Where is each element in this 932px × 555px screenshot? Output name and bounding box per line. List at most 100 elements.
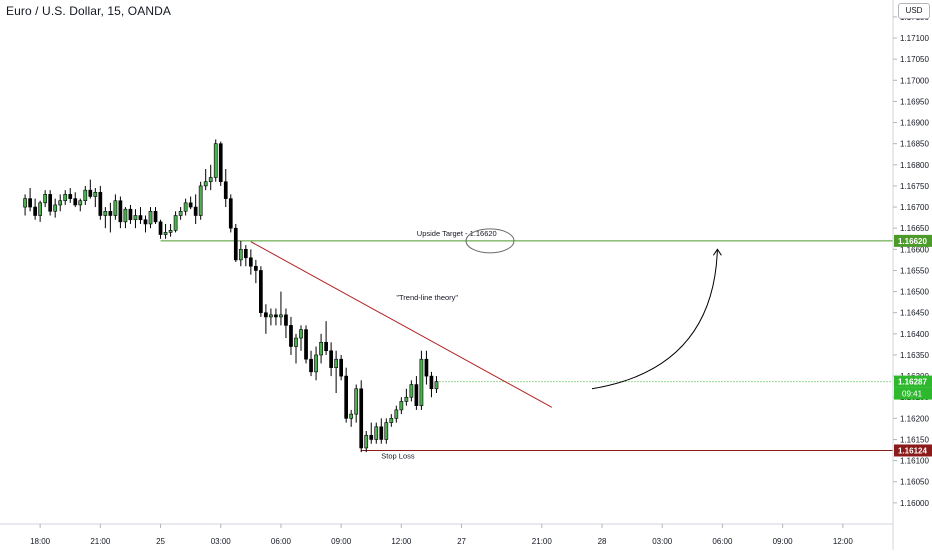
x-tick-label: 25	[156, 537, 165, 546]
candle-body	[228, 198, 233, 229]
candle-body	[58, 200, 63, 206]
candle-up	[78, 198, 83, 212]
currency-selector[interactable]: USD	[898, 3, 930, 19]
candle-down	[138, 207, 143, 224]
candle-down	[158, 219, 163, 239]
candle-down	[98, 185, 103, 220]
y-tick-label: 1.17050	[900, 55, 929, 64]
candle-up	[168, 223, 173, 237]
candle-body	[419, 358, 424, 406]
candle-body	[208, 177, 213, 183]
candle-down	[369, 422, 374, 444]
candle-up	[419, 350, 424, 410]
candle-down	[153, 207, 158, 224]
candle-down	[73, 192, 78, 208]
trendline	[250, 241, 553, 408]
candle-down	[284, 308, 288, 339]
candle-body	[394, 409, 399, 419]
candle-body	[178, 210, 183, 216]
candle-down	[243, 245, 248, 267]
candle-body	[289, 325, 293, 347]
candle-down	[274, 308, 278, 326]
candle-body	[299, 329, 303, 339]
candle-body	[269, 314, 273, 318]
candle-body	[173, 215, 178, 231]
candle-body	[73, 198, 78, 206]
target-ellipse	[465, 228, 515, 254]
candle-down	[414, 376, 419, 410]
candle-down	[379, 418, 384, 444]
candle-body	[349, 413, 354, 419]
candle-body	[409, 384, 414, 398]
candle-up	[63, 190, 68, 205]
candle-body	[243, 249, 248, 259]
candle-down	[188, 196, 193, 210]
candle-body	[138, 215, 143, 221]
stop-price-tag-bg	[894, 444, 932, 457]
target-price-tag-text: 1.16620	[898, 237, 927, 246]
candle-body	[339, 358, 344, 377]
candle-body	[279, 314, 283, 318]
candle-up	[43, 190, 48, 208]
candle-body	[238, 249, 243, 261]
annotations: Upside Target - 1.16620 Stop Loss "Trend-l…	[250, 228, 722, 460]
candle-body	[83, 189, 88, 202]
candle-down	[324, 321, 328, 355]
candle-body	[148, 210, 153, 225]
candle-up	[279, 291, 283, 326]
candle-up	[53, 198, 58, 218]
candle-up	[173, 211, 178, 233]
x-tick-label: 03:00	[211, 537, 232, 546]
candle-body	[183, 202, 188, 212]
candle-down	[329, 342, 333, 377]
candle-down	[289, 316, 293, 355]
candle-body	[203, 181, 208, 187]
y-tick-label: 1.16750	[900, 182, 929, 191]
candle-down	[248, 249, 253, 275]
candle-up	[148, 207, 153, 229]
time-axis: 18:00 21:00 25 03:00 06:00 09:00 12:00 27 21:00 2…	[30, 524, 853, 546]
candle-body	[309, 358, 313, 373]
y-tick-label: 1.16400	[900, 330, 929, 339]
chart-title: Euro / U.S. Dollar, 15, OANDA	[6, 4, 171, 18]
candle-body	[198, 185, 203, 216]
y-tick-label: 1.16000	[900, 499, 929, 508]
candle-up	[354, 384, 359, 423]
candle-up	[113, 194, 118, 220]
stop-price-tag-text: 1.16124	[898, 446, 927, 455]
current-price-tag-countdown-bg	[894, 387, 932, 400]
candle-up	[364, 431, 369, 453]
candle-body	[314, 354, 318, 373]
candle-body	[379, 426, 384, 440]
candle-body	[284, 314, 288, 326]
candle-down	[424, 350, 429, 385]
y-tick-label: 1.16050	[900, 478, 929, 487]
x-tick-label: 03:00	[652, 537, 673, 546]
y-tick-label: 1.16450	[900, 309, 929, 318]
candle-body	[23, 198, 27, 208]
candle-body	[223, 181, 228, 199]
candle-body	[113, 200, 118, 216]
candle-body	[434, 381, 439, 390]
candle-body	[188, 202, 193, 208]
x-tick-label: 06:00	[271, 537, 292, 546]
candle-up	[334, 350, 338, 393]
reference-lines	[160, 240, 893, 451]
candle-body	[364, 434, 369, 449]
candle-body	[103, 210, 108, 216]
candle-down	[429, 371, 434, 398]
candle-up	[23, 194, 27, 216]
candle-up	[123, 207, 128, 229]
candle-down	[218, 141, 223, 186]
current-price-tag-text: 1.16287	[898, 378, 927, 387]
candle-up	[394, 405, 399, 423]
candle-down	[128, 204, 133, 224]
y-tick-label: 1.17000	[900, 76, 929, 85]
candle-body	[274, 314, 278, 318]
candle-up	[349, 409, 354, 427]
x-tick-label: 21:00	[532, 537, 553, 546]
x-tick-label: 06:00	[712, 537, 733, 546]
upside-target-label: Upside Target - 1.16620	[417, 229, 497, 238]
